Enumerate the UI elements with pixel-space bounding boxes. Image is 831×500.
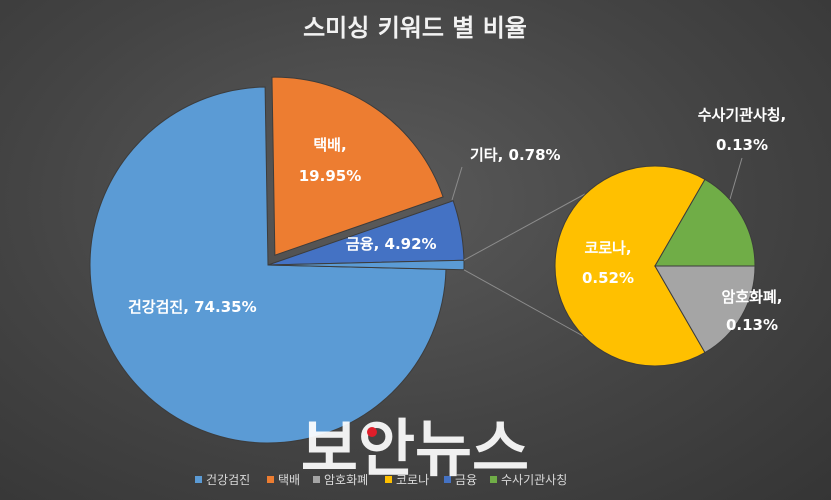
legend: 건강검진 택배 암호화폐 코로나 금융 수사기관사칭 [195,473,567,487]
label-암호화폐-value: 0.13% [726,316,778,334]
label-건강검진: 건강검진, 74.35% [128,298,257,316]
label-암호화폐-name: 암호화폐, [722,288,783,306]
label-코로나-value: 0.52% [582,269,634,287]
label-택배-value: 19.95% [299,167,361,185]
legend-swatch-수사기관사칭 [490,476,497,483]
main-pie [89,76,465,444]
leader-line-수사기관사칭 [727,157,743,207]
legend-swatch-택배 [267,476,274,483]
pie-slice-택배 [271,76,444,256]
legend-swatch-코로나 [385,476,392,483]
pie-slice-기타 [267,259,465,271]
label-택배-name: 택배, [313,136,346,154]
legend-item-택배: 택배 [278,473,300,487]
label-기타: 기타, 0.78% [470,146,561,164]
label-코로나-name: 코로나, [584,239,631,257]
legend-swatch-암호화폐 [313,476,320,483]
connector-line-top [463,193,586,261]
legend-item-건강검진: 건강검진 [206,473,250,487]
connector-line-bottom [463,269,584,337]
legend-item-금융: 금융 [455,473,477,487]
label-수사기관사칭-value: 0.13% [716,136,768,154]
label-수사기관사칭-name: 수사기관사칭, [698,106,787,124]
legend-item-암호화폐: 암호화폐 [324,473,368,487]
chart-title: 스미싱 키워드 별 비율 [303,14,527,42]
watermark-logo: 보안뉴스 [301,412,529,485]
sub-pie-slice-암호화폐 [654,265,756,354]
connector-lines [451,157,743,337]
sub-pie [554,165,756,367]
legend-swatch-건강검진 [195,476,202,483]
label-금융: 금융, 4.92% [346,235,437,253]
sub-pie-slice-수사기관사칭 [654,178,756,267]
leader-line-기타 [451,166,463,201]
legend-item-수사기관사칭: 수사기관사칭 [501,473,567,487]
sub-pie-slice-코로나 [554,165,706,367]
legend-swatch-금융 [444,476,451,483]
watermark-dot [367,427,377,437]
legend-item-코로나: 코로나 [396,473,429,487]
